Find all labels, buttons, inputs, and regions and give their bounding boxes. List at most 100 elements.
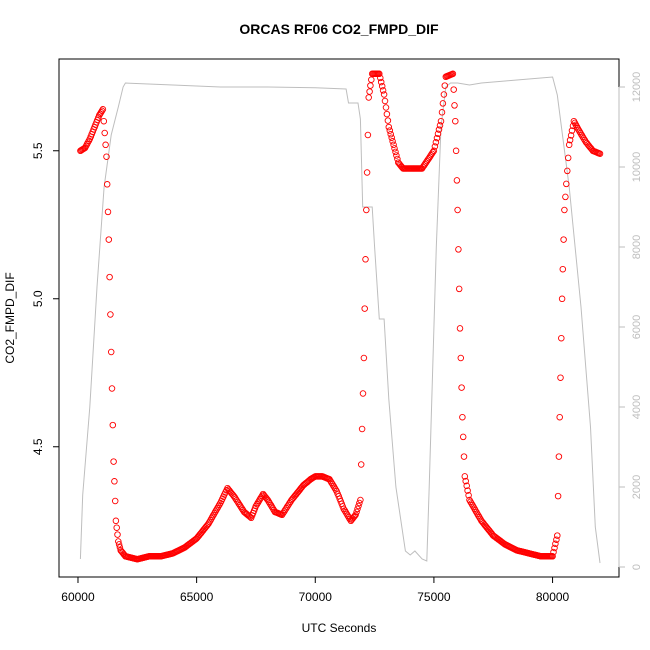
data-point bbox=[449, 70, 457, 78]
data-point bbox=[433, 134, 441, 142]
data-point bbox=[216, 501, 223, 508]
y2-tick-label: 12000 bbox=[631, 72, 643, 103]
data-point bbox=[103, 153, 110, 160]
data-point bbox=[429, 148, 437, 156]
data-point bbox=[268, 503, 276, 511]
data-point bbox=[434, 130, 442, 138]
data-point bbox=[458, 384, 465, 391]
data-point bbox=[567, 132, 575, 139]
data-point bbox=[377, 78, 385, 86]
data-point bbox=[253, 501, 261, 508]
data-point bbox=[235, 500, 243, 507]
data-point bbox=[103, 181, 111, 188]
data-point bbox=[341, 507, 349, 514]
data-point bbox=[210, 511, 217, 519]
data-point bbox=[278, 511, 286, 519]
data-point bbox=[376, 70, 383, 78]
data-point bbox=[474, 510, 481, 518]
data-point bbox=[476, 514, 483, 521]
y2-tick-label: 6000 bbox=[631, 315, 643, 339]
data-point bbox=[364, 131, 372, 139]
data-point bbox=[344, 512, 352, 519]
data-point bbox=[388, 134, 395, 141]
data-point bbox=[328, 479, 335, 486]
data-point bbox=[232, 495, 239, 502]
y2-tick-label: 2000 bbox=[631, 475, 643, 499]
data-point bbox=[115, 541, 123, 548]
data-point bbox=[115, 538, 122, 545]
data-point bbox=[368, 76, 375, 83]
data-point bbox=[577, 130, 584, 137]
data-point bbox=[285, 501, 292, 509]
data-point bbox=[279, 509, 287, 517]
data-point bbox=[450, 86, 457, 93]
data-point bbox=[106, 273, 113, 281]
data-point bbox=[104, 208, 112, 216]
data-point bbox=[101, 129, 108, 137]
data-point bbox=[452, 147, 460, 155]
data-point bbox=[383, 110, 391, 118]
data-point bbox=[367, 82, 374, 89]
y2-tick-label: 10000 bbox=[631, 152, 643, 183]
data-point bbox=[107, 348, 115, 356]
data-point bbox=[549, 553, 556, 560]
data-point bbox=[457, 354, 465, 362]
data-point bbox=[381, 97, 389, 105]
data-point bbox=[362, 256, 369, 263]
data-point bbox=[440, 91, 448, 98]
data-point bbox=[385, 123, 393, 131]
data-point bbox=[110, 458, 117, 465]
x-tick-label: 60000 bbox=[61, 590, 95, 604]
co2-series bbox=[77, 70, 604, 563]
data-point bbox=[451, 102, 458, 109]
y2-axis: 0 2000 4000 6000 8000 10000 12000 bbox=[618, 72, 643, 570]
data-point bbox=[355, 502, 362, 510]
data-point bbox=[568, 127, 576, 134]
data-point bbox=[391, 145, 398, 152]
data-point bbox=[342, 509, 350, 516]
x-tick-label: 65000 bbox=[180, 590, 214, 604]
data-point bbox=[467, 498, 474, 506]
data-point bbox=[580, 135, 587, 142]
data-point bbox=[430, 147, 438, 155]
data-point bbox=[384, 117, 392, 124]
data-point bbox=[559, 265, 567, 273]
data-point bbox=[566, 136, 574, 144]
data-point bbox=[234, 498, 242, 506]
data-point bbox=[382, 104, 390, 111]
chart-title: ORCAS RF06 CO2_FMPD_DIF bbox=[239, 21, 439, 37]
data-point bbox=[256, 495, 264, 503]
data-point bbox=[365, 94, 372, 101]
data-point bbox=[206, 518, 213, 526]
data-point bbox=[558, 334, 565, 342]
data-point bbox=[353, 508, 360, 516]
data-point bbox=[558, 295, 566, 303]
data-point bbox=[360, 354, 368, 362]
data-point bbox=[356, 499, 363, 507]
data-point bbox=[550, 548, 557, 556]
data-point bbox=[570, 117, 578, 125]
x-tick-label: 70000 bbox=[299, 590, 333, 604]
data-point bbox=[340, 505, 347, 513]
data-point bbox=[231, 493, 238, 501]
data-point bbox=[98, 107, 106, 115]
data-point bbox=[437, 117, 445, 125]
data-point bbox=[386, 127, 394, 134]
data-point bbox=[380, 91, 388, 98]
data-point bbox=[553, 536, 560, 543]
data-point bbox=[469, 501, 476, 509]
data-point bbox=[387, 130, 394, 138]
data-point bbox=[436, 122, 444, 129]
y-axis: 4.5 5.0 5.5 bbox=[31, 142, 60, 455]
data-point bbox=[475, 512, 482, 519]
plot-area bbox=[77, 70, 604, 564]
data-point bbox=[109, 421, 117, 429]
data-point bbox=[554, 492, 562, 500]
data-point bbox=[435, 126, 443, 133]
y2-tick-label: 8000 bbox=[631, 235, 643, 259]
data-point bbox=[574, 125, 581, 132]
data-point bbox=[393, 152, 400, 159]
data-point bbox=[555, 453, 563, 460]
data-point bbox=[205, 520, 212, 527]
data-point bbox=[441, 82, 449, 89]
